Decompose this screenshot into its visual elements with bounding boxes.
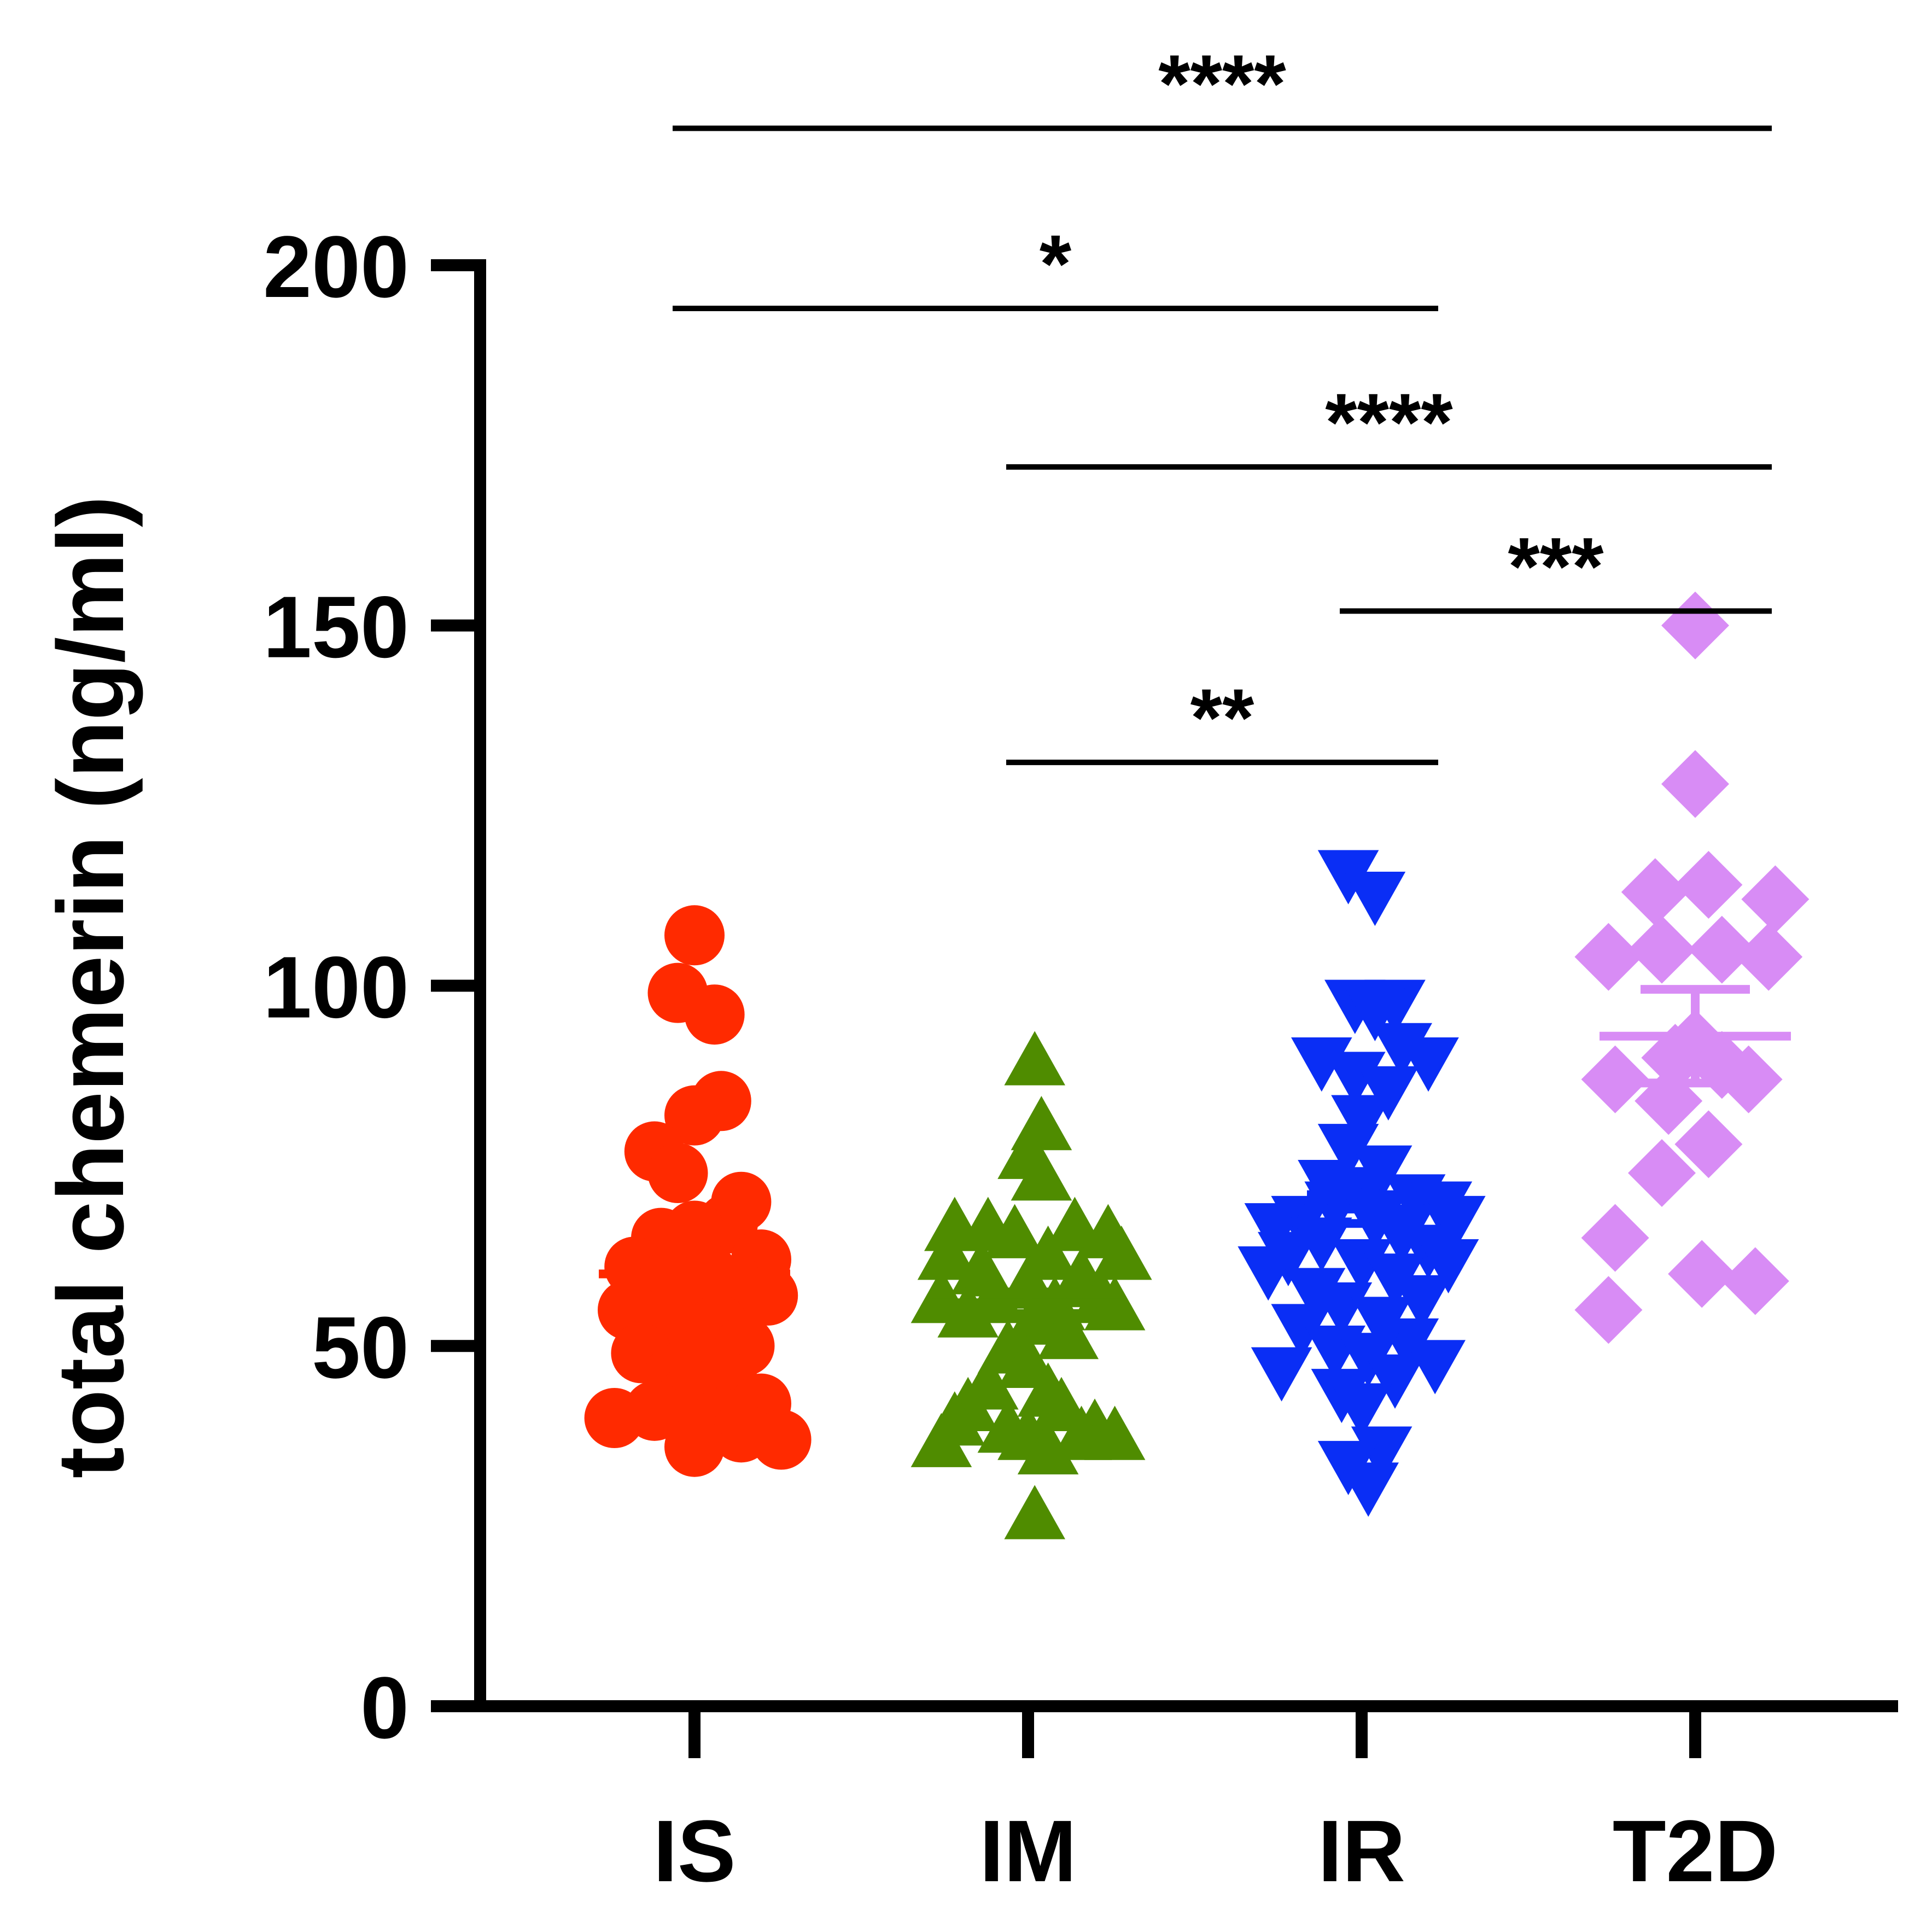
point-IM-10 bbox=[1091, 1226, 1152, 1280]
point-IS-0 bbox=[664, 905, 725, 966]
point-IM-34 bbox=[1084, 1405, 1146, 1460]
series-IR bbox=[1238, 850, 1486, 1517]
point-IR-21 bbox=[1244, 1203, 1306, 1258]
point-IS-30 bbox=[584, 1388, 645, 1448]
point-T2D-2 bbox=[1621, 858, 1689, 926]
point-T2D-4 bbox=[1741, 865, 1810, 933]
mean-sem-bars bbox=[599, 985, 1791, 1318]
point-IM-9 bbox=[917, 1226, 979, 1280]
significance-label-1: * bbox=[1040, 218, 1072, 310]
point-T2D-19 bbox=[1721, 1247, 1789, 1315]
point-T2D-0 bbox=[1661, 591, 1729, 660]
series-T2D bbox=[1574, 591, 1810, 1344]
point-IR-45 bbox=[1338, 1462, 1399, 1517]
significance-brackets: ************** bbox=[673, 38, 1772, 766]
point-IR-27 bbox=[1417, 1239, 1479, 1294]
point-IM-20 bbox=[937, 1283, 999, 1338]
point-T2D-5 bbox=[1574, 923, 1643, 991]
point-IM-22 bbox=[1037, 1305, 1099, 1359]
point-IR-1 bbox=[1344, 872, 1406, 926]
point-IR-30 bbox=[1284, 1268, 1346, 1322]
point-IS-4 bbox=[664, 1085, 725, 1146]
point-IR-43 bbox=[1351, 1426, 1412, 1481]
y-tick-label-50: 50 bbox=[312, 1298, 409, 1396]
mean-sem-T2D bbox=[1600, 985, 1791, 1088]
point-IR-11 bbox=[1317, 1124, 1379, 1178]
point-T2D-8 bbox=[1735, 923, 1803, 991]
point-IM-3 bbox=[1011, 1146, 1072, 1201]
point-IS-33 bbox=[664, 1416, 725, 1477]
point-T2D-18 bbox=[1668, 1240, 1736, 1308]
point-IM-36 bbox=[1017, 1420, 1079, 1475]
point-T2D-16 bbox=[1628, 1139, 1696, 1207]
y-axis-title: total chemerin (ng/ml) bbox=[38, 496, 143, 1479]
x-tick-label-IS: IS bbox=[653, 1802, 736, 1900]
point-IS-2 bbox=[684, 984, 745, 1045]
significance-label-0: **** bbox=[1158, 38, 1286, 130]
point-T2D-7 bbox=[1688, 915, 1756, 984]
y-tick-label-200: 200 bbox=[263, 218, 409, 316]
point-IM-37 bbox=[1004, 1485, 1065, 1539]
point-IR-42 bbox=[1331, 1383, 1392, 1438]
x-tick-label-IR: IR bbox=[1318, 1802, 1405, 1900]
point-T2D-20 bbox=[1574, 1276, 1643, 1344]
significance-label-2: **** bbox=[1325, 376, 1453, 468]
y-tick-label-0: 0 bbox=[360, 1659, 409, 1757]
series-IM bbox=[910, 1031, 1152, 1539]
point-T2D-6 bbox=[1628, 915, 1696, 984]
point-T2D-3 bbox=[1674, 851, 1743, 919]
point-IS-17 bbox=[738, 1265, 798, 1326]
point-IR-26 bbox=[1331, 1239, 1392, 1294]
y-tick-label-100: 100 bbox=[263, 938, 409, 1036]
point-IS-6 bbox=[647, 1143, 708, 1204]
point-IR-32 bbox=[1311, 1282, 1373, 1337]
point-IR-28 bbox=[1238, 1246, 1299, 1301]
point-IR-9 bbox=[1358, 1066, 1419, 1121]
significance-label-4: ** bbox=[1190, 672, 1254, 763]
point-IR-6 bbox=[1291, 1037, 1352, 1092]
axes bbox=[431, 259, 1898, 1758]
x-tick-labels: IS IM IR T2D bbox=[653, 1802, 1778, 1900]
series-IS bbox=[584, 905, 812, 1477]
point-IR-31 bbox=[1391, 1275, 1452, 1330]
y-tick-label-150: 150 bbox=[263, 578, 409, 676]
point-IR-23 bbox=[1291, 1217, 1352, 1272]
point-T2D-1 bbox=[1661, 750, 1729, 818]
x-tick-label-IM: IM bbox=[979, 1802, 1077, 1900]
point-IR-5 bbox=[1371, 1023, 1432, 1077]
mean-sem-IM bbox=[932, 1287, 1124, 1318]
point-IM-35 bbox=[910, 1413, 972, 1467]
point-T2D-17 bbox=[1581, 1204, 1649, 1272]
point-T2D-12 bbox=[1581, 1045, 1649, 1113]
mean-sem-IS bbox=[599, 1258, 790, 1289]
x-tick-label-T2D: T2D bbox=[1613, 1802, 1778, 1900]
significance-label-3: *** bbox=[1508, 520, 1604, 612]
point-IR-34 bbox=[1271, 1304, 1332, 1358]
point-IM-0 bbox=[1004, 1031, 1065, 1086]
point-IR-39 bbox=[1251, 1347, 1312, 1402]
point-IR-7 bbox=[1398, 1037, 1459, 1092]
point-IR-10 bbox=[1331, 1095, 1392, 1150]
data-points bbox=[584, 591, 1810, 1539]
y-tick-labels: 0 50 100 150 200 bbox=[263, 218, 409, 1757]
point-IM-8 bbox=[984, 1204, 1046, 1258]
point-T2D-15 bbox=[1674, 1110, 1743, 1178]
point-IR-38 bbox=[1404, 1340, 1466, 1394]
mean-sem-IR bbox=[1266, 1190, 1457, 1228]
point-IR-4 bbox=[1344, 987, 1406, 1042]
point-IS-32 bbox=[751, 1409, 812, 1470]
point-IR-40 bbox=[1364, 1354, 1426, 1409]
point-IR-8 bbox=[1324, 1052, 1386, 1106]
